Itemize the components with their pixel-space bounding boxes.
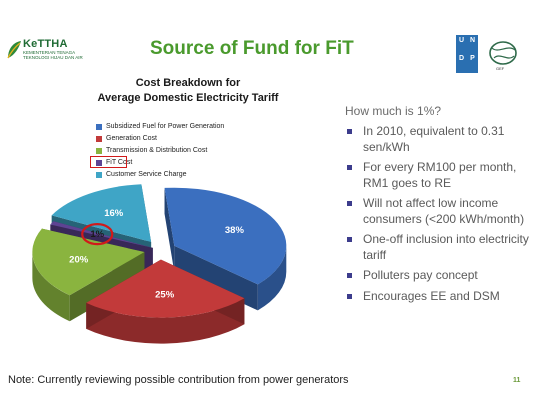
undp-letter-u: U bbox=[458, 37, 465, 44]
legend-highlight-box bbox=[90, 156, 127, 168]
pie-slice-side bbox=[86, 298, 245, 344]
logo-subtext: KEMENTERIAN TENAGA TEKNOLOGI HIJAU DAN A… bbox=[23, 50, 83, 60]
legend-swatch bbox=[96, 136, 102, 142]
pie-value-label: 16% bbox=[104, 208, 124, 219]
bullet-item: In 2010, equivalent to 0.31 sen/kWh bbox=[345, 124, 535, 155]
legend-swatch bbox=[96, 160, 102, 166]
legend-label: Generation Cost bbox=[106, 135, 157, 142]
legend-label: Transmission & Distribution Cost bbox=[106, 147, 208, 154]
legend-item: FiT Cost bbox=[90, 156, 286, 169]
pie-value-label: 25% bbox=[155, 289, 175, 300]
undp-letter-p: P bbox=[470, 55, 475, 62]
pie-slice-edge bbox=[164, 187, 175, 272]
bullet-marker-icon bbox=[347, 201, 352, 206]
legend-swatch bbox=[96, 148, 102, 154]
undp-logo: U N D P bbox=[456, 35, 478, 73]
bullet-list: In 2010, equivalent to 0.31 sen/kWh For e… bbox=[345, 124, 535, 309]
logo-name: KeTTHA bbox=[23, 38, 68, 50]
gef-globe-icon bbox=[489, 41, 517, 65]
bullet-question: How much is 1%? bbox=[345, 104, 442, 118]
pie-value-label: 1% bbox=[90, 229, 104, 240]
pie-slice bbox=[164, 187, 287, 311]
chart-title-line-2: Average Domestic Electricity Tariff bbox=[97, 92, 279, 104]
pie-value-label: 20% bbox=[69, 254, 89, 265]
bullet-text: One-off inclusion into electricity tarif… bbox=[363, 232, 529, 262]
pie-chart: 38% 25% 20% 1%16% bbox=[32, 184, 287, 344]
legend-label: Customer Service Charge bbox=[106, 171, 187, 178]
legend-item: Transmission & Distribution Cost bbox=[96, 145, 286, 157]
bullet-marker-icon bbox=[347, 129, 352, 134]
undp-letter-n: N bbox=[469, 37, 476, 44]
legend-item: Customer Service Charge bbox=[96, 169, 286, 181]
chart-title: Cost Breakdown for Average Domestic Elec… bbox=[58, 76, 318, 106]
bullet-text: Polluters pay concept bbox=[363, 268, 478, 282]
chart-legend: Subsidized Fuel for Power Generation Gene… bbox=[90, 121, 286, 181]
bullet-item: One-off inclusion into electricity tarif… bbox=[345, 232, 535, 263]
pie-slice-top bbox=[51, 184, 152, 243]
legend-swatch bbox=[96, 124, 102, 130]
pie-slice bbox=[86, 259, 245, 344]
bullet-marker-icon bbox=[347, 237, 352, 242]
bullet-marker-icon bbox=[347, 293, 352, 299]
undp-letter-d: D bbox=[458, 55, 465, 62]
page-number: 11 bbox=[513, 377, 521, 384]
bullet-item: Encourages EE and DSM bbox=[345, 289, 535, 305]
bullet-item: For every RM100 per month, RM1 goes to R… bbox=[345, 160, 535, 191]
bullet-marker-icon bbox=[347, 273, 352, 278]
legend-item: Generation Cost bbox=[96, 133, 286, 145]
pie-value-label: 38% bbox=[225, 225, 245, 236]
legend-item: Subsidized Fuel for Power Generation bbox=[96, 121, 286, 133]
bullet-item: Will not affect low income consumers (<2… bbox=[345, 196, 535, 227]
legend-label: Subsidized Fuel for Power Generation bbox=[106, 123, 225, 130]
pie-slice-side bbox=[32, 252, 70, 322]
pie-slice-top bbox=[50, 221, 153, 248]
bullet-text: Encourages EE and DSM bbox=[363, 288, 500, 303]
bullet-text: Will not affect low income consumers (<2… bbox=[363, 196, 525, 226]
footer-note: Note: Currently reviewing possible contr… bbox=[8, 374, 349, 386]
legend-swatch bbox=[96, 172, 102, 178]
highlight-circle bbox=[81, 223, 114, 246]
pie-slice-side bbox=[257, 245, 287, 311]
slide-title: Source of Fund for FiT bbox=[150, 38, 354, 59]
chart-title-line-1: Cost Breakdown for bbox=[135, 77, 241, 89]
pie-slice-top bbox=[32, 228, 145, 296]
pie-slice-top bbox=[164, 187, 287, 285]
bullet-text: For every RM100 per month, RM1 goes to R… bbox=[363, 160, 517, 190]
leaf-logo-icon bbox=[7, 41, 21, 59]
pie-slice-edge bbox=[174, 245, 258, 311]
gef-label: GEF bbox=[496, 66, 505, 71]
bullet-item: Polluters pay concept bbox=[345, 268, 535, 284]
legend-label: FiT Cost bbox=[106, 159, 133, 166]
bullet-text: In 2010, equivalent to 0.31 sen/kWh bbox=[363, 124, 505, 154]
bullet-marker-icon bbox=[347, 165, 352, 170]
pie-slice-top bbox=[86, 259, 245, 318]
ketthat-logo: KeTTHA KEMENTERIAN TENAGA TEKNOLOGI HIJA… bbox=[6, 38, 88, 64]
